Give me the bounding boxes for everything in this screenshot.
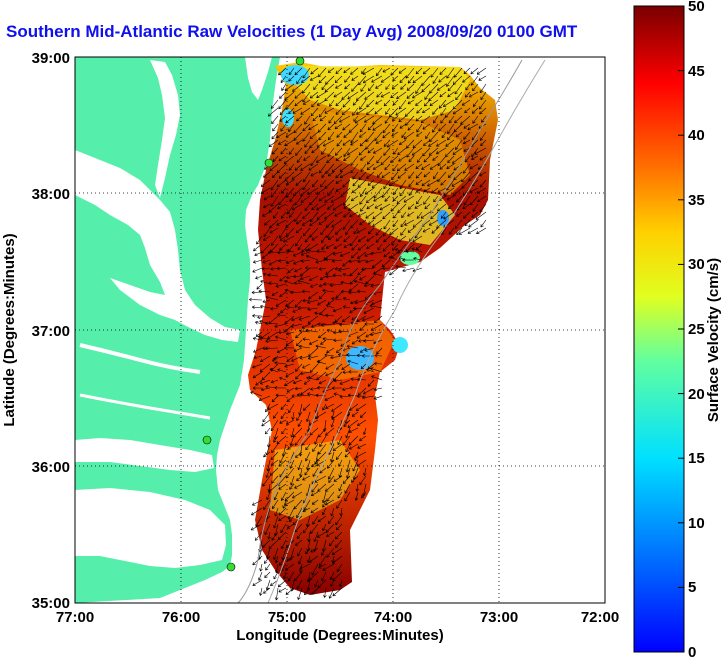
- x-axis: 77:00 76:00 75:00 74:00 73:00 72:00 Long…: [56, 609, 619, 644]
- colorbar-tick-label: 5: [688, 579, 696, 596]
- field-band-north: [296, 66, 470, 120]
- colorbar-tick-label: 45: [688, 63, 705, 80]
- lon-tick-label: 73:00: [480, 609, 518, 626]
- y-axis-label: Latitude (Degrees:Minutes): [1, 233, 18, 426]
- colorbar-tick-label: 30: [688, 256, 705, 273]
- lat-tick-label: 35:00: [32, 595, 70, 612]
- bathymetry-contour-1: [237, 59, 523, 603]
- field-band-yellow: [345, 178, 455, 245]
- lon-tick-label: 76:00: [162, 609, 200, 626]
- lat-tick-label: 38:00: [32, 186, 70, 203]
- velocity-vector-arrows: [249, 67, 487, 601]
- lon-tick-label: 75:00: [268, 609, 306, 626]
- station-marker: [264, 158, 274, 168]
- albemarle-sound: [75, 438, 214, 472]
- velocity-vectors: [249, 67, 487, 601]
- colorbar-tick-label: 10: [688, 515, 705, 532]
- chesapeake-upper: [150, 60, 180, 198]
- station-marker: [202, 435, 212, 445]
- pamlico-sound: [75, 488, 226, 568]
- colorbar-tick-label: 25: [688, 321, 705, 338]
- colorbar-tick-label: 20: [688, 386, 705, 403]
- colorbar-ticks: [678, 5, 684, 653]
- colorbar-tick-label: 0: [688, 644, 696, 659]
- river-channel: [79, 343, 201, 374]
- delaware-bay: [245, 57, 272, 100]
- colorbar-tick-label: 35: [688, 192, 705, 209]
- colorbar-tick-label: 15: [688, 450, 705, 467]
- lat-tick-label: 37:00: [32, 323, 70, 340]
- y-axis: 39:00 38:00 37:00 36:00 35:00 Latitude (…: [1, 50, 70, 612]
- river-channel-2: [79, 393, 211, 420]
- lon-tick-label: 77:00: [56, 609, 94, 626]
- grid-lines: [75, 57, 605, 603]
- plot-title: Southern Mid-Atlantic Raw Velocities (1 …: [6, 22, 578, 41]
- plot-frame: [74, 56, 606, 604]
- lon-tick-label: 72:00: [581, 609, 619, 626]
- low-speed-patch-3: [392, 337, 408, 353]
- colorbar: 50 45 40 35 30 25 20 15 10 5 0 Surface V…: [633, 0, 722, 659]
- low-speed-patch-6: [400, 251, 420, 265]
- colorbar-tick-label: 50: [688, 0, 705, 15]
- station-marker: [226, 562, 236, 572]
- colorbar-label: Surface Velocity (cm/s): [705, 258, 722, 422]
- chesapeake-bay: [75, 150, 240, 342]
- colorbar-tick-label: 40: [688, 127, 705, 144]
- map-plot-area: [74, 56, 606, 604]
- lon-tick-label: 74:00: [374, 609, 412, 626]
- station-marker: [295, 57, 305, 66]
- low-speed-patch-5: [282, 109, 294, 127]
- lat-tick-label: 39:00: [32, 50, 70, 67]
- colorbar-scale: [633, 5, 685, 653]
- lat-tick-label: 36:00: [32, 459, 70, 476]
- bathymetry-contour-2: [267, 59, 546, 603]
- x-axis-label: Longitude (Degrees:Minutes): [236, 627, 444, 644]
